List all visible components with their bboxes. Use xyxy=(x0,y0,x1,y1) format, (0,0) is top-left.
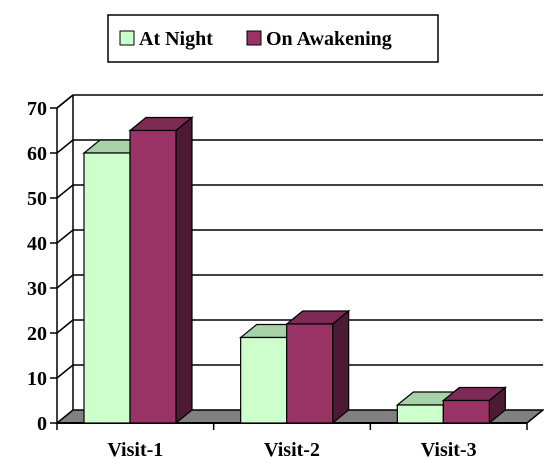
gridline-diagonal xyxy=(56,139,74,154)
y-tick-label: 60 xyxy=(27,143,47,165)
bars xyxy=(82,116,508,425)
y-tick-label: 70 xyxy=(27,98,47,120)
bar-front-face xyxy=(83,152,131,424)
bar-on-awakening-visit-2 xyxy=(284,309,351,425)
x-tick-label: Visit-2 xyxy=(264,439,320,459)
bar-front-face xyxy=(442,399,490,424)
y-tick-label: 0 xyxy=(37,413,47,435)
bar-on-awakening-visit-1 xyxy=(128,116,194,425)
legend-label-on-awakening: On Awakening xyxy=(266,28,392,50)
gridline-diagonal xyxy=(56,319,74,334)
gridline-diagonal xyxy=(56,364,74,379)
legend-frame xyxy=(107,14,439,63)
bar-side-face xyxy=(332,309,350,425)
x-tick-label: Visit-3 xyxy=(421,439,477,459)
legend-swatch-on-awakening xyxy=(246,30,262,46)
legend-swatch-at-night xyxy=(119,30,135,46)
x-tick-label: Visit-1 xyxy=(107,439,163,459)
y-tick-label: 40 xyxy=(27,233,47,255)
y-tick-label: 20 xyxy=(27,323,47,345)
bar-on-awakening-visit-3 xyxy=(441,386,508,425)
y-tick-label: 10 xyxy=(27,368,47,390)
gridline-diagonal xyxy=(56,229,74,244)
value-axis: 0 10 20 30 40 50 60 70 xyxy=(27,98,57,435)
bar-front-face xyxy=(396,404,444,424)
gridline-diagonal xyxy=(56,94,74,109)
bar-front-face xyxy=(286,323,334,424)
y-tick-label: 50 xyxy=(27,188,47,210)
bar-front-face xyxy=(129,129,177,424)
gridline-diagonal xyxy=(56,184,74,199)
legend-label-at-night: At Night xyxy=(139,28,213,50)
category-axis: Visit-1 Visit-2 Visit-3 xyxy=(56,423,528,459)
y-tick-label: 30 xyxy=(27,278,47,300)
legend: At Night On Awakening xyxy=(107,14,439,63)
gridline-diagonal xyxy=(56,274,74,289)
bar-side-face xyxy=(175,116,193,425)
plot-walls xyxy=(56,94,74,423)
bar-front-face xyxy=(240,336,288,424)
